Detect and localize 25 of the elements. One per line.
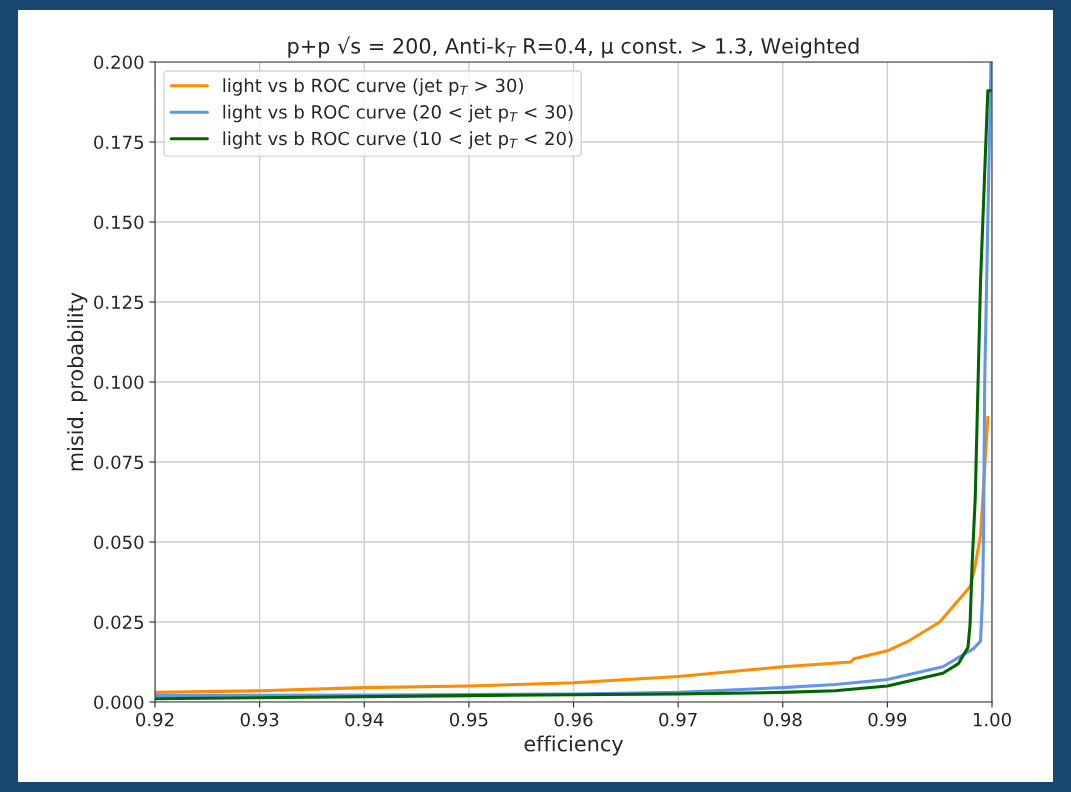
- legend-label: light vs b ROC curve (jet p$_{T}$ > 30): [223, 78, 523, 96]
- x-axis-title: efficiency: [524, 735, 624, 756]
- legend-label: light vs b ROC curve (10 < jet p$_{T}$ < 20): [223, 131, 573, 149]
- x-tick-label: 0.95: [449, 712, 488, 727]
- y-tick-label: 0.100: [94, 375, 144, 390]
- x-tick-label: 0.99: [868, 712, 907, 727]
- x-tick-label: 0.96: [554, 712, 593, 727]
- chart-title: p+p √s = 200, Anti-k$_{T}$ R=0.4, μ const. > 1.3, Weighted: [288, 36, 859, 58]
- y-tick-label: 0.025: [94, 615, 144, 630]
- y-tick-label: 0.075: [94, 455, 144, 470]
- y-tick-label: 0.150: [94, 215, 144, 230]
- y-axis-title: misid. probability: [67, 292, 88, 471]
- x-tick-label: 0.97: [659, 712, 697, 727]
- y-tick-label: 0.125: [94, 295, 144, 310]
- x-tick-label: 0.93: [240, 712, 279, 727]
- x-tick-label: 0.98: [763, 712, 802, 727]
- y-tick-label: 0.050: [94, 535, 144, 550]
- y-tick-label: 0.200: [94, 55, 144, 70]
- y-tick-label: 0.000: [94, 695, 144, 710]
- y-tick-label: 0.175: [94, 135, 144, 150]
- x-tick-label: 1.00: [973, 712, 1011, 727]
- line-series: [155, 415, 990, 694]
- x-tick-label: 0.92: [136, 712, 174, 727]
- legend-label: light vs b ROC curve (20 < jet p$_{T}$ < 30): [223, 104, 573, 123]
- x-tick-label: 0.94: [345, 712, 384, 727]
